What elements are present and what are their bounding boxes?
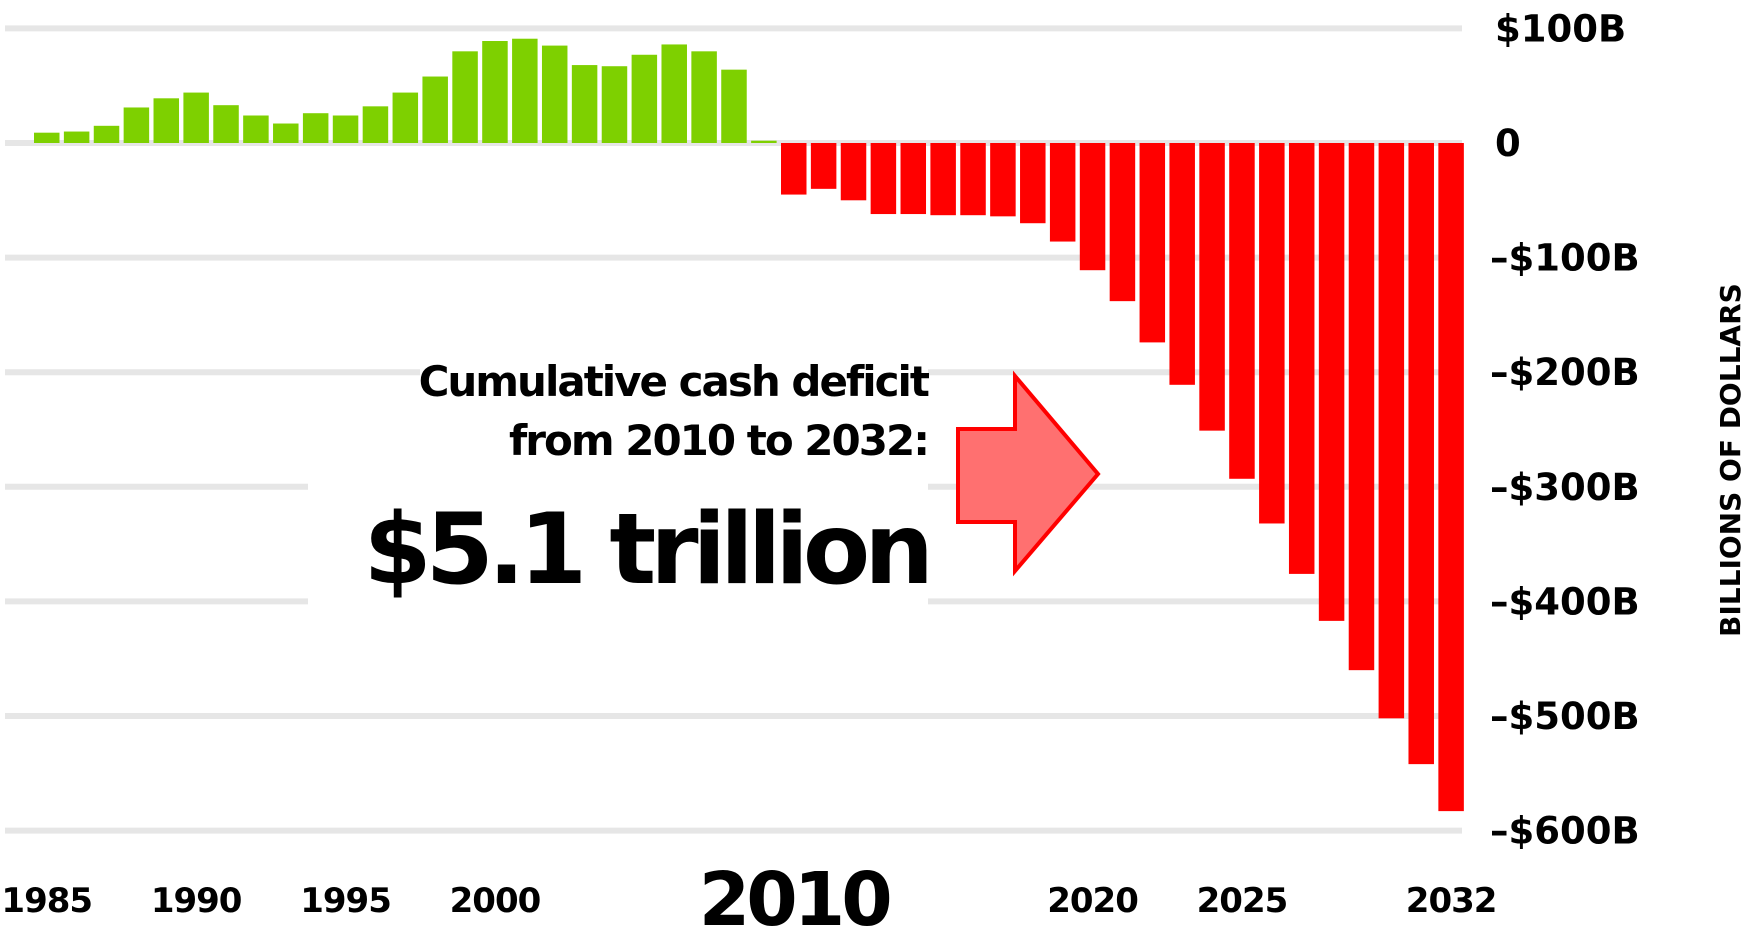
annotation-line-1: Cumulative cash deficit <box>419 357 930 406</box>
bar-2030 <box>1378 143 1405 719</box>
bar-2009 <box>751 140 777 143</box>
bar-2020 <box>1079 143 1106 271</box>
x-tick-label: 2010 <box>699 857 889 937</box>
y-tick-label: $100B <box>1495 7 1626 50</box>
bar-1987 <box>93 125 120 143</box>
deficit-annotation: Cumulative cash deficit from 2010 to 203… <box>363 357 934 607</box>
bar-1996 <box>362 106 389 143</box>
y-tick-label: 0 <box>1495 122 1521 165</box>
bar-1999 <box>452 51 478 143</box>
bar-2019 <box>1049 143 1076 242</box>
bar-2015 <box>930 143 956 216</box>
bar-2013 <box>870 143 897 215</box>
bar-2004 <box>601 66 628 143</box>
y-tick-label: –$100B <box>1490 237 1640 280</box>
bar-2010 <box>781 143 807 195</box>
y-tick-label: –$600B <box>1490 810 1640 853</box>
bar-2012 <box>840 143 867 201</box>
bar-2025 <box>1229 143 1255 479</box>
bar-2018 <box>1020 143 1046 224</box>
annotation-amount: $5.1 trillion <box>363 493 928 607</box>
annotation-line-2: from 2010 to 2032: <box>509 416 928 465</box>
bar-1998 <box>422 76 448 143</box>
bar-2011 <box>810 143 837 189</box>
y-tick-labels: $100B 0 –$100B –$200B –$300B –$400B –$500B –$60… <box>1490 7 1640 852</box>
bar-2021 <box>1109 143 1136 302</box>
bar-1993 <box>273 123 299 143</box>
bar-1985 <box>34 132 60 143</box>
bar-1990 <box>183 92 209 143</box>
bar-2028 <box>1318 143 1345 621</box>
bar-2005 <box>631 54 658 144</box>
bar-2002 <box>541 45 568 144</box>
bar-2000 <box>482 41 508 144</box>
bar-2016 <box>960 143 986 216</box>
bar-2022 <box>1139 143 1166 343</box>
bar-2014 <box>900 143 927 215</box>
x-tick-label: 1995 <box>300 881 391 921</box>
y-tick-label: –$500B <box>1490 695 1640 738</box>
bar-2027 <box>1288 143 1315 574</box>
x-tick-label: 1985 <box>1 881 92 921</box>
bar-1997 <box>392 92 419 143</box>
bars <box>34 38 1464 812</box>
bar-2006 <box>661 44 687 143</box>
y-tick-label: –$300B <box>1490 466 1640 509</box>
y-axis-label: BILLIONS OF DOLLARS <box>1714 283 1747 637</box>
bar-2026 <box>1259 143 1285 524</box>
bar-1991 <box>213 105 239 143</box>
bar-1992 <box>243 115 269 143</box>
y-tick-label: –$200B <box>1490 351 1640 394</box>
bar-2007 <box>691 51 717 143</box>
bar-1986 <box>63 131 90 143</box>
x-tick-label: 2025 <box>1197 881 1288 921</box>
y-tick-label: –$400B <box>1490 580 1640 623</box>
bar-1989 <box>153 98 180 143</box>
bar-2024 <box>1199 143 1225 431</box>
x-tick-label: 2000 <box>450 881 541 921</box>
bar-2031 <box>1408 143 1434 765</box>
x-tick-label: 1990 <box>151 881 242 921</box>
bar-2008 <box>721 69 747 143</box>
bar-1995 <box>332 115 359 143</box>
bar-2001 <box>512 38 538 143</box>
bar-2032 <box>1438 143 1464 812</box>
bar-2029 <box>1348 143 1375 671</box>
bar-1988 <box>123 107 150 143</box>
bar-2023 <box>1169 143 1195 385</box>
bar-2003 <box>571 65 598 143</box>
bar-2017 <box>990 143 1016 217</box>
bar-1994 <box>302 113 329 143</box>
x-tick-label: 2032 <box>1406 881 1497 921</box>
x-tick-label: 2020 <box>1047 881 1138 921</box>
x-tick-labels: 1985 1990 1995 2000 2010 2020 2025 2032 <box>1 857 1497 937</box>
right-arrow-icon <box>956 370 1101 577</box>
